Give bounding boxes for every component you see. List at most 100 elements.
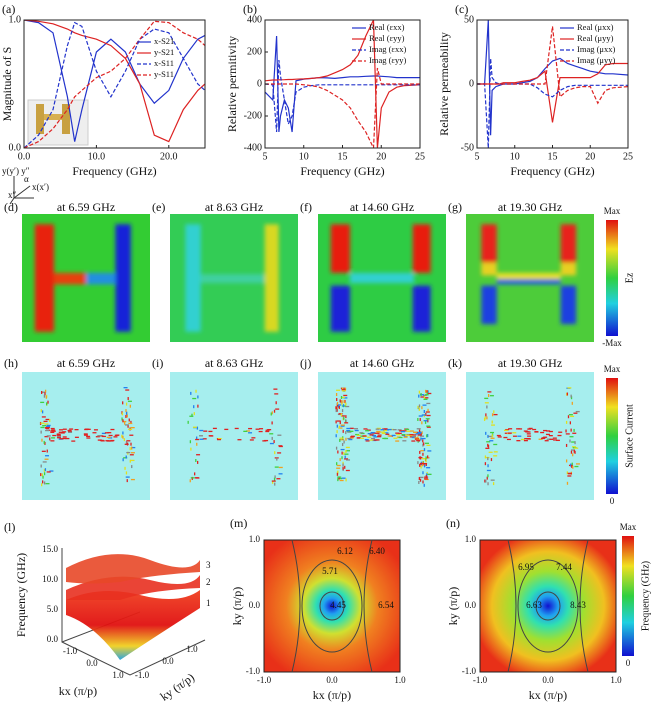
plot-frame: [23, 19, 206, 149]
panel-label: (m): [230, 516, 247, 530]
contour-label: 6.95: [518, 562, 534, 572]
contour-label: 6.54: [378, 600, 394, 610]
inset-axis-label: x(x′): [32, 182, 49, 192]
panel-title: at 6.59 GHz: [57, 356, 115, 370]
panel-title: at 14.60 GHz: [350, 356, 414, 370]
contour-line: [363, 539, 373, 673]
band-surface: [66, 590, 200, 660]
colorbar-min: 0: [610, 496, 615, 506]
contour-label: 6.63: [526, 600, 542, 610]
panel-title: at 6.59 GHz: [57, 200, 115, 214]
legend-label: x-S21: [154, 36, 174, 46]
panel-label: (h): [4, 356, 18, 370]
panel-label: (j): [300, 356, 311, 370]
field-region: [560, 224, 577, 263]
y-tick-label: -1.0: [246, 666, 261, 676]
x-tick-label: -1.0: [63, 646, 78, 656]
legend-label: Real (μyy): [577, 33, 614, 43]
series-line: [265, 20, 420, 148]
x-tick-label: 10: [299, 151, 309, 162]
panel-label: (f): [300, 200, 312, 214]
colorbar: [606, 378, 618, 494]
field-region: [115, 224, 131, 332]
x-axis-label: Frequency (GHz): [300, 164, 384, 178]
y-tick-label: 200: [247, 46, 262, 57]
y-tick-label: 0.0: [162, 656, 174, 666]
field-region: [560, 262, 577, 276]
contour-line: [291, 539, 301, 673]
inset-axis-label: α: [24, 174, 29, 184]
field-region: [185, 224, 201, 332]
legend-label: y-S21: [154, 47, 174, 57]
x-tick-label: 1.0: [610, 675, 622, 685]
panel-label: (n): [446, 516, 460, 530]
legend-label: Real (εxx): [369, 22, 405, 32]
colorbar-min: -Max: [602, 338, 622, 348]
y-tick-label: -200: [244, 110, 262, 121]
field-region: [481, 224, 497, 263]
field-region: [350, 272, 414, 284]
panel-label: (a): [2, 2, 15, 16]
inset-axes: [9, 176, 34, 205]
field-region: [412, 224, 431, 273]
band-surface: [66, 554, 200, 584]
x-axis-label: kx (π/p): [529, 688, 567, 702]
band-label: 1: [206, 598, 211, 608]
contour-map: [479, 539, 617, 673]
panel-title: at 19.30 GHz: [498, 356, 562, 370]
inset-axis-label: x″: [8, 190, 17, 200]
panel-title: at 8.63 GHz: [205, 356, 263, 370]
series-line: [265, 67, 420, 148]
legend-label: x-S11: [154, 58, 174, 68]
colorbar-label: Surface Current: [624, 404, 635, 468]
field-region: [496, 272, 561, 280]
legend-label: Real (εyy): [369, 33, 405, 43]
contour-label: 6.12: [337, 546, 353, 556]
x-tick-label: 20: [376, 151, 386, 162]
x-tick-label: -1.0: [257, 675, 272, 685]
x-tick-label: 0.0: [542, 675, 554, 685]
y-axis-label: ky (π/p): [158, 670, 197, 703]
field-region: [86, 272, 116, 285]
panel-label: (i): [152, 356, 163, 370]
panel-label: (b): [243, 2, 257, 16]
z-axis-label: Frequency (GHz): [14, 553, 28, 637]
current-map-bg: [22, 372, 150, 500]
contour-line: [507, 539, 517, 673]
series-line: [477, 62, 628, 123]
y-tick-label: 400: [247, 14, 262, 25]
x-tick-label: 25: [623, 151, 633, 162]
y-tick-label: 1.0: [186, 644, 198, 654]
field-region: [496, 279, 561, 285]
field-map: [34, 224, 131, 332]
panel-label: (l): [4, 520, 15, 534]
colorbar-max: Max: [604, 364, 621, 374]
panel-title: at 14.60 GHz: [350, 200, 414, 214]
field-region: [481, 262, 497, 276]
field-region: [330, 224, 350, 273]
y-tick-label: 1.0: [9, 14, 22, 25]
contour-label: 5.71: [322, 566, 338, 576]
series-line: [24, 20, 205, 142]
legend-label: Imag (εxx): [369, 44, 406, 54]
panel-title: at 8.63 GHz: [205, 200, 263, 214]
band-label: 3: [206, 560, 211, 570]
y-axis-label: ky (π/p): [446, 587, 460, 625]
series-line: [265, 35, 420, 133]
z-tick-label: 0.0: [47, 634, 59, 644]
field-region: [481, 285, 497, 325]
y-tick-label: 0.0: [465, 600, 477, 610]
x-tick-label: 1.0: [394, 675, 406, 685]
colorbar-label: Ez: [624, 272, 635, 283]
colorbar: [606, 220, 618, 336]
x-tick-label: 15: [548, 151, 558, 162]
field-region: [560, 285, 577, 325]
y-tick-label: 0.0: [9, 142, 22, 153]
x-tick-label: 20.0: [160, 151, 178, 162]
contour-line: [517, 559, 579, 653]
series-line: [24, 20, 205, 148]
contour-line: [301, 559, 363, 653]
field-region: [54, 272, 86, 285]
y-axis-label: Relative permeability: [437, 32, 451, 136]
y-tick-label: 1.0: [249, 534, 261, 544]
